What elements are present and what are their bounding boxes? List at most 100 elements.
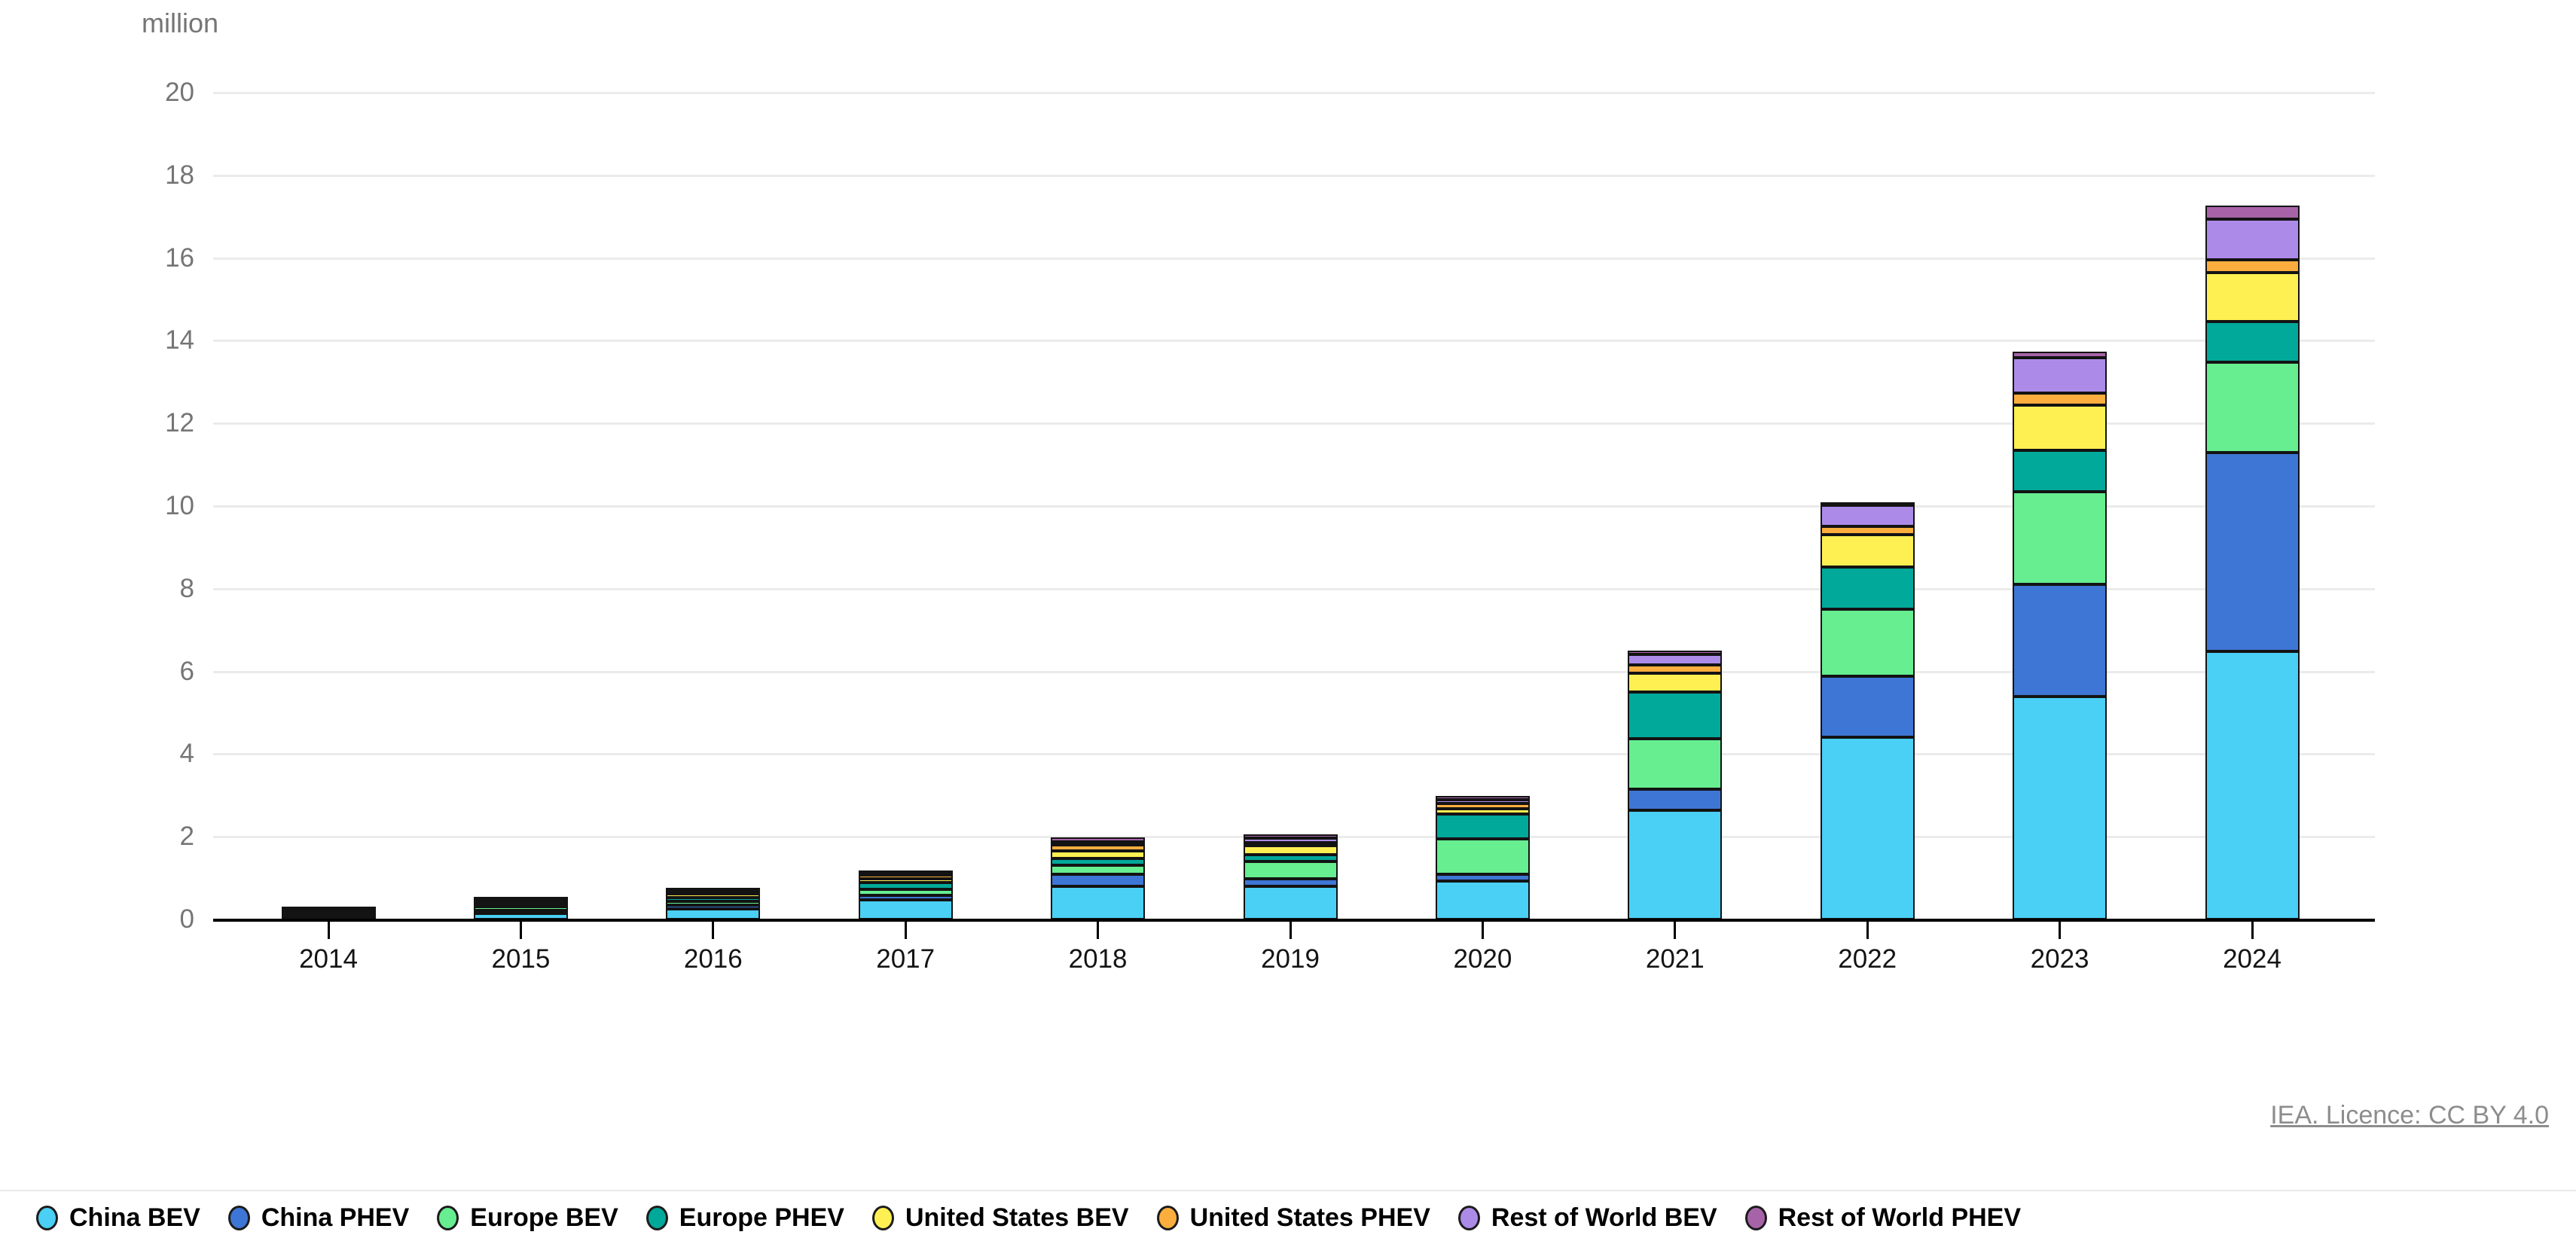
bar-segment-europe-bev[interactable] [858,889,953,896]
bar-segment-europe-bev[interactable] [1820,609,1915,676]
legend-item-united-states-phev[interactable]: United States PHEV [1156,1203,1430,1233]
bar-segment-united-states-phev[interactable] [1435,803,1530,809]
bar-segment-china-phev[interactable] [858,895,953,900]
x-axis-label: 2020 [1453,944,1512,974]
bar-segment-china-phev[interactable] [1051,874,1146,886]
bar-segment-united-states-bev[interactable] [2013,405,2107,451]
bar-segment-rest-of-world-phev[interactable] [2205,205,2300,219]
iea-license-link[interactable]: IEA. Licence: CC BY 4.0 [2270,1101,2549,1130]
bar-segment-china-phev[interactable] [2013,584,2107,697]
bar-segment-rest-of-world-phev[interactable] [1628,651,1723,655]
bar-segment-rest-of-world-bev[interactable] [2205,218,2300,260]
bar-segment-europe-phev[interactable] [281,912,376,916]
bar-segment-china-bev[interactable] [1435,881,1530,919]
bar-segment-rest-of-world-phev[interactable] [1051,837,1146,842]
x-axis-tick [519,921,522,939]
bar-segment-europe-phev[interactable] [1435,814,1530,839]
legend-item-china-bev[interactable]: China BEV [36,1203,200,1233]
bar-segment-united-states-bev[interactable] [281,910,376,913]
y-axis-unit-label: million [142,8,219,38]
bar-segment-china-phev[interactable] [666,905,761,909]
bar-segment-china-bev[interactable] [1820,737,1915,919]
bar-segment-china-bev[interactable] [1051,886,1146,919]
bar-segment-europe-phev[interactable] [1243,855,1338,862]
bar-segment-europe-phev[interactable] [2013,450,2107,492]
legend-item-europe-bev[interactable]: Europe BEV [437,1203,618,1233]
bar-segment-europe-bev[interactable] [1243,861,1338,880]
bar-segment-united-states-phev[interactable] [1820,526,1915,535]
bar-segment-rest-of-world-bev[interactable] [1628,654,1723,666]
bar-segment-united-states-bev[interactable] [1051,851,1146,858]
bar-segment-europe-bev[interactable] [2205,361,2300,453]
bar-segment-europe-phev[interactable] [1051,858,1146,866]
bar-segment-china-phev[interactable] [1243,879,1338,886]
bar-segment-europe-phev[interactable] [858,883,953,890]
x-axis-tick [1866,921,1869,939]
x-axis-tick [1289,921,1292,939]
legend-item-europe-phev[interactable]: Europe PHEV [646,1203,844,1233]
bar-segment-united-states-phev[interactable] [1243,842,1338,846]
bar-segment-united-states-phev[interactable] [2205,259,2300,273]
bar-segment-europe-bev[interactable] [1435,838,1530,875]
bar-segment-rest-of-world-bev[interactable] [2013,357,2107,394]
bar-segment-europe-phev[interactable] [1820,567,1915,610]
bar-segment-europe-phev[interactable] [473,903,568,907]
x-axis-tick [1097,921,1100,939]
bar-segment-europe-bev[interactable] [1628,739,1723,790]
bar-segment-china-phev[interactable] [2205,453,2300,652]
bar-segment-united-states-bev[interactable] [1435,808,1530,814]
bar-segment-rest-of-world-phev[interactable] [666,887,761,891]
bar-segment-united-states-phev[interactable] [858,874,953,879]
bar-segment-rest-of-world-phev[interactable] [281,906,376,910]
bar-segment-europe-bev[interactable] [2013,491,2107,584]
bar-segment-rest-of-world-bev[interactable] [1820,505,1915,527]
legend-item-china-phev[interactable]: China PHEV [227,1203,409,1233]
bar-segment-united-states-bev[interactable] [1820,535,1915,568]
bar-segment-europe-bev[interactable] [473,906,568,911]
y-axis-tick-label: 18 [165,160,194,190]
bar-segment-china-bev[interactable] [2013,696,2107,919]
bar-segment-europe-bev[interactable] [666,901,761,906]
bar-segment-rest-of-world-phev[interactable] [1820,502,1915,506]
bar-segment-united-states-bev[interactable] [2205,272,2300,322]
legend-item-united-states-bev[interactable]: United States BEV [871,1203,1129,1233]
bar-segment-united-states-bev[interactable] [858,878,953,883]
legend-label: United States PHEV [1189,1203,1430,1232]
bar-segment-united-states-bev[interactable] [666,893,761,898]
bar-segment-europe-phev[interactable] [1628,692,1723,739]
bar-segment-europe-phev[interactable] [666,897,761,902]
bar-segment-rest-of-world-bev[interactable] [1243,838,1338,843]
y-axis-tick-label: 10 [165,491,194,520]
bar-segment-rest-of-world-bev[interactable] [1435,800,1530,804]
bar-segment-china-phev[interactable] [473,910,568,914]
bar-segment-china-phev[interactable] [1820,675,1915,738]
bar-segment-china-phev[interactable] [1435,874,1530,882]
gridline [213,505,2375,508]
x-axis-label: 2014 [299,944,358,974]
bar-segment-china-bev[interactable] [666,908,761,919]
bar-segment-rest-of-world-bev[interactable] [1051,841,1146,846]
bar-segment-rest-of-world-phev[interactable] [473,897,568,901]
bar-segment-china-bev[interactable] [1243,886,1338,919]
bar-segment-rest-of-world-phev[interactable] [1435,796,1530,800]
bar-segment-europe-phev[interactable] [2205,322,2300,362]
gridline [213,670,2375,673]
bar-segment-rest-of-world-phev[interactable] [2013,351,2107,358]
bar-segment-rest-of-world-phev[interactable] [858,870,953,874]
bar-segment-china-bev[interactable] [1628,810,1723,919]
legend-item-rest-of-world-phev[interactable]: Rest of World PHEV [1744,1203,2021,1233]
x-axis-tick [712,921,715,939]
x-axis-label: 2022 [1838,944,1897,974]
bar-segment-united-states-phev[interactable] [2013,393,2107,406]
bar-segment-united-states-bev[interactable] [1243,846,1338,855]
bar-segment-rest-of-world-phev[interactable] [1243,834,1338,839]
bar-segment-united-states-phev[interactable] [1051,845,1146,852]
legend-item-rest-of-world-bev[interactable]: Rest of World BEV [1457,1203,1717,1233]
bar-segment-united-states-phev[interactable] [1628,665,1723,673]
bar-segment-china-bev[interactable] [858,899,953,919]
bar-segment-united-states-bev[interactable] [1628,672,1723,693]
bar-segment-china-bev[interactable] [2205,651,2300,919]
bar-segment-china-phev[interactable] [1628,789,1723,810]
bar-segment-europe-bev[interactable] [1051,865,1146,875]
